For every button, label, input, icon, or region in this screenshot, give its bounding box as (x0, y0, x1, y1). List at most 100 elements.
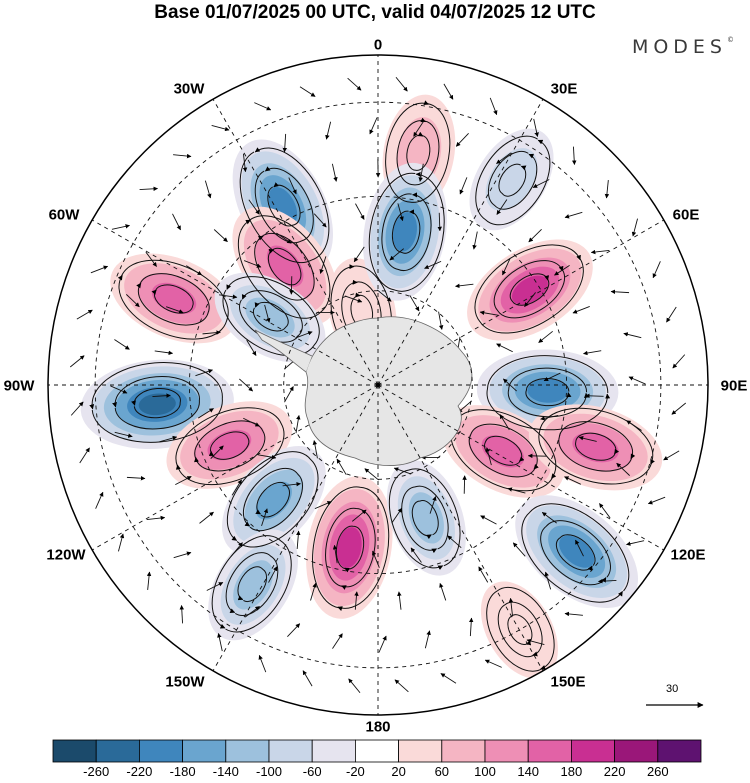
flow-arrow (354, 591, 359, 610)
colorbar-swatch (311, 739, 356, 763)
meridian-line (212, 384, 379, 672)
flow-arrow (410, 547, 422, 563)
colorbar-tick-label: 260 (646, 764, 669, 779)
flow-arrow (631, 218, 638, 237)
streamline-loop (474, 244, 584, 334)
flow-arrow (332, 633, 343, 649)
flow-arrow (590, 249, 610, 255)
flow-arrow (146, 571, 152, 590)
flow-arrow (508, 597, 514, 617)
flow-arrow (575, 539, 584, 557)
flow-arrow (287, 623, 301, 637)
colorbar-tick-label: 20 (391, 764, 406, 779)
flow-arrow (395, 76, 408, 92)
flow-arrow (540, 414, 559, 421)
flow-arrow (332, 544, 338, 564)
flow-arrow (319, 256, 327, 274)
flow-arrow (623, 332, 642, 339)
flow-arrow (526, 638, 545, 645)
colorbar-swatch (484, 739, 529, 763)
flow-arrow (295, 414, 301, 434)
colorbar-swatch (268, 739, 313, 763)
flow-arrow (439, 582, 447, 601)
flow-arrow (325, 121, 332, 140)
colorbar-tick-label: 220 (603, 764, 626, 779)
colorbar-swatch (571, 739, 616, 763)
anomaly-center (110, 253, 238, 344)
flow-arrow (459, 177, 468, 195)
streamline-loop (312, 486, 390, 611)
streamline-loop (385, 100, 451, 203)
flow-arrow (344, 295, 363, 303)
flow-arrow (114, 339, 130, 350)
flow-arrow (355, 203, 365, 220)
flow-arrow (418, 163, 424, 182)
anomaly-center (528, 404, 663, 491)
lon-label-150w: 150W (165, 673, 205, 691)
flow-arrow (512, 542, 526, 557)
flow-arrow (248, 199, 260, 215)
lon-label-60e: 60E (672, 206, 700, 224)
flow-arrow (438, 311, 444, 330)
flow-arrow (261, 508, 269, 527)
flow-arrow (578, 436, 597, 442)
flow-arrow (282, 481, 301, 487)
streamline-loop (239, 147, 330, 264)
flow-arrow (79, 447, 90, 464)
flow-arrow (564, 476, 582, 485)
flow-arrow (246, 339, 257, 356)
colorbar-swatch (657, 739, 702, 763)
map-title: Base 01/07/2025 00 UTC, valid 04/07/2025… (154, 2, 596, 23)
flow-arrow (533, 118, 539, 137)
colorbar-tick-label: 140 (517, 764, 540, 779)
flow-arrow (397, 203, 404, 222)
flow-arrow (484, 659, 502, 668)
lon-label-30e: 30E (550, 80, 578, 98)
flow-arrow (258, 654, 267, 673)
meridian-line (91, 384, 379, 551)
flow-arrow (351, 509, 367, 522)
flow-arrow (663, 450, 680, 461)
lon-label-120e: 120E (670, 546, 706, 564)
flow-arrow (364, 468, 379, 481)
colorbar-swatch (138, 739, 183, 763)
streamline-loop (117, 259, 229, 340)
meridian-line (91, 219, 379, 386)
flow-arrow (353, 246, 365, 263)
streamline-loop (226, 451, 319, 548)
flow-arrow (159, 435, 178, 443)
colorbar-swatch (52, 739, 97, 763)
flow-arrow (118, 533, 125, 552)
flow-arrow (543, 372, 561, 382)
flow-arrow (391, 507, 403, 524)
flow-arrow (455, 133, 469, 147)
flow-arrow (331, 163, 338, 182)
flow-arrow (397, 591, 402, 610)
flow-arrow (69, 355, 85, 368)
lon-label-150e: 150E (550, 673, 586, 691)
flow-arrow (126, 294, 140, 308)
flow-arrow (532, 179, 550, 188)
flow-arrow (312, 440, 318, 459)
flow-arrow (313, 213, 327, 228)
flow-arrow (447, 535, 462, 549)
colorbar-swatch (398, 739, 443, 763)
lon-label-90w: 90W (3, 377, 35, 395)
flow-arrow (70, 401, 84, 416)
flow-arrow (389, 248, 405, 261)
modes-logo: MODES© (631, 36, 734, 58)
flow-arrow (145, 251, 157, 267)
flow-arrow (314, 501, 332, 510)
flow-arrow (583, 350, 602, 356)
latitude-circle (283, 290, 473, 480)
anomaly-center (515, 495, 639, 609)
flow-arrow (538, 330, 553, 343)
meridian-line (212, 98, 379, 386)
flow-arrow (571, 146, 577, 166)
lon-label-120w: 120W (46, 546, 86, 564)
flow-arrow (672, 354, 686, 369)
flow-arrow (610, 289, 630, 295)
flow-arrow (254, 102, 272, 111)
lon-label-0: 0 (373, 36, 383, 54)
